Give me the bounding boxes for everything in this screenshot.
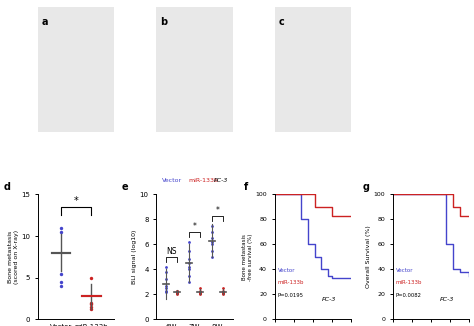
Text: miR-133b: miR-133b <box>278 280 304 286</box>
Text: c: c <box>278 17 284 26</box>
Point <box>88 275 95 280</box>
Text: NS: NS <box>166 247 177 256</box>
Point <box>208 239 216 244</box>
Point <box>185 260 193 266</box>
Point <box>88 307 95 312</box>
Text: P=0.0195: P=0.0195 <box>278 293 304 298</box>
Point <box>163 269 170 274</box>
Point <box>173 288 181 293</box>
Y-axis label: Overall Survival (%): Overall Survival (%) <box>366 226 371 288</box>
Text: PC-3: PC-3 <box>322 297 336 302</box>
Point <box>185 239 193 244</box>
Point <box>163 286 170 291</box>
Point <box>196 290 203 296</box>
Y-axis label: Bone metastasis
(scored on X-ray): Bone metastasis (scored on X-ray) <box>8 230 18 284</box>
Point <box>173 292 181 297</box>
Text: miR-133b: miR-133b <box>396 280 422 286</box>
Point <box>208 235 216 241</box>
Point <box>219 286 227 291</box>
Point <box>57 279 64 285</box>
Point <box>173 290 181 295</box>
Point <box>57 225 64 230</box>
Y-axis label: BLI signal (log10): BLI signal (log10) <box>132 230 137 284</box>
Text: e: e <box>122 182 128 192</box>
Point <box>208 242 216 247</box>
Point <box>88 304 95 310</box>
Point <box>57 284 64 289</box>
Point <box>219 292 227 297</box>
Point <box>208 248 216 253</box>
Point <box>196 290 203 295</box>
Point <box>208 254 216 259</box>
Point <box>196 292 203 297</box>
Text: Vector: Vector <box>278 268 295 273</box>
Point <box>173 289 181 295</box>
Text: *: * <box>192 222 196 231</box>
Point <box>185 264 193 270</box>
Point <box>219 290 227 296</box>
Point <box>196 286 203 291</box>
Point <box>88 302 95 307</box>
Point <box>219 289 227 295</box>
Point <box>163 264 170 270</box>
Point <box>173 288 181 293</box>
Point <box>163 277 170 282</box>
Text: a: a <box>42 17 48 26</box>
Point <box>196 288 203 293</box>
Text: PC-3: PC-3 <box>213 178 228 183</box>
Text: f: f <box>244 182 248 192</box>
Text: *: * <box>215 206 219 215</box>
Point <box>185 257 193 262</box>
Text: miR-133b: miR-133b <box>188 178 219 183</box>
Point <box>219 288 227 293</box>
Point <box>173 290 181 296</box>
Text: g: g <box>363 182 369 192</box>
Point <box>163 283 170 288</box>
Point <box>88 300 95 305</box>
Text: *: * <box>74 196 79 206</box>
Point <box>185 279 193 285</box>
Point <box>185 273 193 278</box>
Text: P=0.0082: P=0.0082 <box>396 293 422 298</box>
Text: PC-3: PC-3 <box>440 297 455 302</box>
Text: Vector: Vector <box>396 268 413 273</box>
Point <box>163 288 170 293</box>
Point <box>196 289 203 295</box>
Text: b: b <box>160 17 167 26</box>
Point <box>208 229 216 234</box>
Y-axis label: Bone metastasis
-free survival (%): Bone metastasis -free survival (%) <box>242 233 253 281</box>
Point <box>163 289 170 295</box>
Point <box>208 223 216 228</box>
Text: d: d <box>4 182 10 192</box>
Point <box>185 267 193 272</box>
Point <box>57 271 64 276</box>
Point <box>57 229 64 234</box>
Text: Vector: Vector <box>163 178 182 183</box>
Point <box>219 290 227 295</box>
Point <box>185 248 193 253</box>
